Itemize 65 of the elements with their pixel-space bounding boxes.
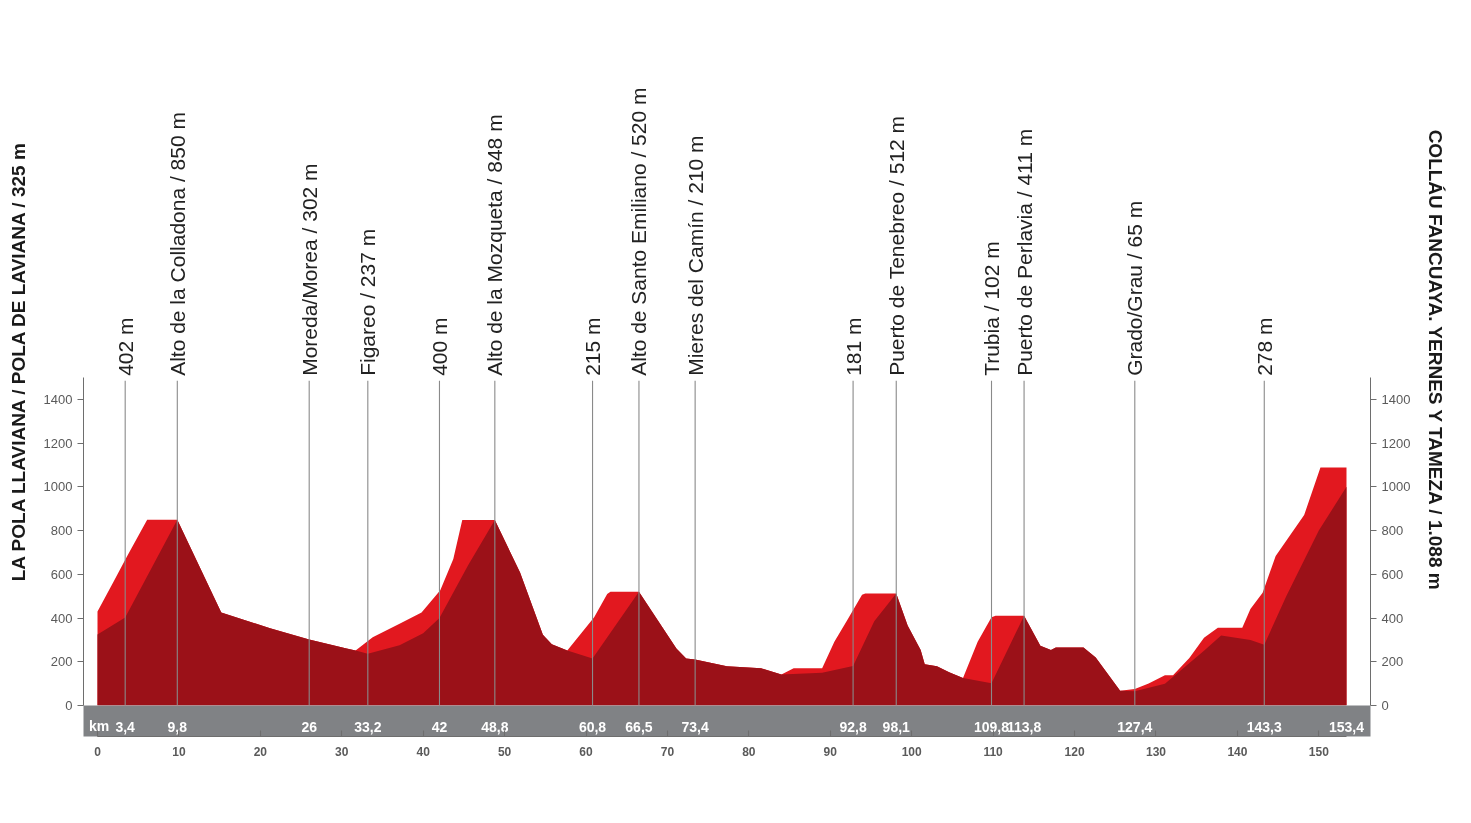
- ref-line-label: 278 m: [1252, 317, 1276, 376]
- y-tick-label: 800: [50, 523, 73, 539]
- x-tick-label: 60: [579, 744, 594, 759]
- ref-line-label: Puerto de Perlavia / 411 m: [1012, 128, 1036, 376]
- x-tick-label: 70: [660, 744, 675, 759]
- ref-line-label: Moreda/Morea / 302 m: [297, 163, 321, 376]
- x-tick-label: 120: [1064, 744, 1085, 759]
- y2-tick-label: 600: [1381, 566, 1404, 582]
- ref-line-label: 400 m: [427, 317, 451, 376]
- x-tick-label: 130: [1145, 744, 1167, 759]
- ref-line-label: Alto de la Mozqueta / 848 m: [483, 114, 507, 376]
- ref-line-label: Alto de Santo Emiliano / 520 m: [627, 87, 651, 376]
- x2-tick-label: 92,8: [839, 718, 867, 735]
- ref-line-label: Mieres del Camín / 210 m: [683, 135, 707, 376]
- ref-line-label: 215 m: [581, 317, 605, 376]
- x-tick-label: 20: [253, 744, 268, 759]
- ref-line-label: Puerto de Tenebreo / 512 m: [884, 115, 908, 376]
- x2-axis-title: km: [57, 717, 110, 734]
- y2-tick-label: 0: [1381, 698, 1389, 713]
- y2-tick-label: 1000: [1381, 479, 1411, 495]
- y-tick-label: 400: [50, 610, 73, 626]
- x2-tick-label: 143,3: [1246, 718, 1282, 735]
- x2-tick-label: 66,5: [625, 718, 653, 735]
- y-axis-title: LA POLA LLAVIANA / POLA DE LAVIANA / 325 m: [7, 143, 29, 582]
- ref-line-label: 402 m: [113, 317, 137, 376]
- x-tick-label: 140: [1227, 744, 1248, 759]
- ref-line-label: Figareo / 237 m: [356, 228, 380, 376]
- ref-line-label: Alto de la Colladona / 850 m: [165, 112, 189, 376]
- x-tick-label: 80: [742, 744, 756, 759]
- x2-tick-label: 153,4: [1328, 718, 1365, 735]
- y-tick-label: 200: [50, 654, 73, 670]
- x-tick-label: 30: [335, 744, 349, 759]
- x2-tick-label: 98,1: [882, 718, 911, 735]
- ref-line-label: 181 m: [841, 317, 865, 376]
- x-tick-label: 150: [1308, 744, 1330, 759]
- y-tick-label: 0: [65, 698, 73, 713]
- ref-line-label: Grado/Grau / 65 m: [1123, 200, 1147, 376]
- x-tick-label: 40: [416, 744, 431, 759]
- y-tick-label: 600: [50, 566, 73, 582]
- x2-tick-label: 33,2: [354, 718, 382, 735]
- y2-tick-label: 1400: [1381, 391, 1411, 407]
- y2-axis-title: COLLÁU FANCUAYA. YERNES Y TAMEZA / 1.088 m: [1425, 129, 1447, 590]
- x2-tick-label: 3,4: [115, 718, 136, 735]
- x-tick-label: 110: [983, 744, 1004, 759]
- x-tick-label: 10: [172, 744, 186, 759]
- x2-tick-label: 73,4: [681, 718, 709, 735]
- y-tick-label: 1400: [43, 391, 73, 407]
- x-tick-label: 100: [901, 744, 923, 759]
- y2-tick-label: 400: [1381, 610, 1404, 626]
- x2-tick-label: 127,4: [1117, 718, 1153, 735]
- x2-tick-label: 9,8: [167, 718, 188, 735]
- y2-tick-label: 800: [1381, 523, 1404, 539]
- y-tick-label: 1200: [43, 435, 73, 451]
- ref-line-label: Trubia / 102 m: [980, 241, 1003, 376]
- y2-tick-label: 200: [1381, 654, 1404, 670]
- x-tick-label: 0: [94, 744, 102, 759]
- x2-tick-label: 26: [301, 718, 318, 735]
- x-tick-label: 50: [497, 744, 512, 759]
- y-tick-label: 1000: [43, 479, 73, 495]
- y2-tick-label: 1200: [1381, 435, 1411, 451]
- x2-tick-label: 109,8: [973, 718, 1010, 735]
- x2-tick-label: 48,8: [481, 718, 509, 735]
- x2-tick-label: 60,8: [578, 718, 607, 735]
- x2-tick-label: 42: [431, 718, 448, 735]
- x-tick-label: 90: [823, 744, 838, 759]
